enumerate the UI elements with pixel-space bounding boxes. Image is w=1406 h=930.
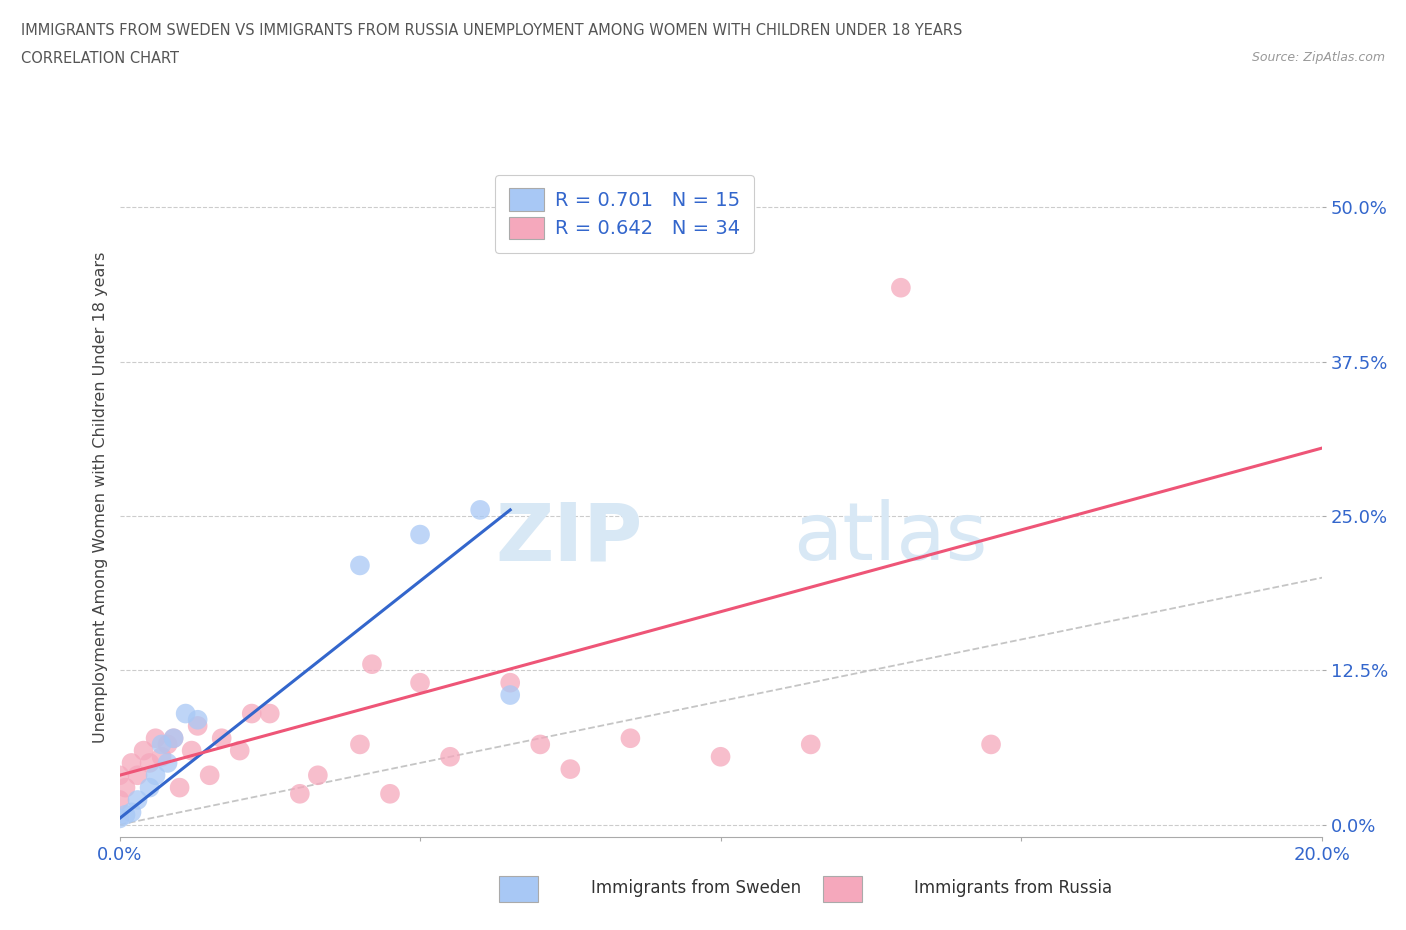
Point bbox=[132, 743, 155, 758]
Point bbox=[145, 731, 167, 746]
Point bbox=[439, 750, 461, 764]
Point bbox=[121, 755, 143, 770]
Point bbox=[560, 762, 582, 777]
Point bbox=[187, 712, 209, 727]
Point bbox=[150, 737, 173, 751]
Point bbox=[409, 675, 432, 690]
Text: atlas: atlas bbox=[793, 499, 987, 578]
Point bbox=[259, 706, 281, 721]
Point bbox=[980, 737, 1002, 751]
Text: CORRELATION CHART: CORRELATION CHART bbox=[21, 51, 179, 66]
Point bbox=[499, 687, 522, 702]
Point bbox=[409, 527, 432, 542]
Point bbox=[127, 792, 149, 807]
Point bbox=[138, 755, 160, 770]
Y-axis label: Unemployment Among Women with Children Under 18 years: Unemployment Among Women with Children U… bbox=[93, 252, 108, 743]
Text: Immigrants from Sweden: Immigrants from Sweden bbox=[591, 879, 800, 897]
Point bbox=[800, 737, 823, 751]
Point bbox=[349, 737, 371, 751]
Point bbox=[114, 780, 136, 795]
Point bbox=[180, 743, 202, 758]
Point bbox=[349, 558, 371, 573]
Legend: R = 0.701   N = 15, R = 0.642   N = 34: R = 0.701 N = 15, R = 0.642 N = 34 bbox=[495, 175, 754, 253]
Point bbox=[108, 792, 131, 807]
Point bbox=[138, 780, 160, 795]
Point bbox=[145, 768, 167, 783]
Point bbox=[361, 657, 384, 671]
Point bbox=[468, 502, 492, 517]
Point bbox=[127, 768, 149, 783]
Point bbox=[288, 787, 311, 802]
Point bbox=[529, 737, 551, 751]
Point bbox=[187, 719, 209, 734]
Point bbox=[240, 706, 263, 721]
Text: Immigrants from Russia: Immigrants from Russia bbox=[914, 879, 1112, 897]
Point bbox=[156, 737, 179, 751]
Point bbox=[174, 706, 197, 721]
Point bbox=[198, 768, 221, 783]
Point bbox=[499, 675, 522, 690]
Point bbox=[114, 807, 136, 822]
Point bbox=[169, 780, 191, 795]
Text: IMMIGRANTS FROM SWEDEN VS IMMIGRANTS FROM RUSSIA UNEMPLOYMENT AMONG WOMEN WITH C: IMMIGRANTS FROM SWEDEN VS IMMIGRANTS FRO… bbox=[21, 23, 963, 38]
Point bbox=[121, 804, 143, 819]
Point bbox=[228, 743, 252, 758]
Point bbox=[150, 750, 173, 764]
Point bbox=[709, 750, 731, 764]
Point bbox=[108, 811, 131, 826]
Point bbox=[890, 280, 912, 295]
Point bbox=[162, 731, 184, 746]
Point bbox=[307, 768, 329, 783]
Text: ZIP: ZIP bbox=[495, 499, 643, 578]
Point bbox=[378, 787, 401, 802]
Text: Source: ZipAtlas.com: Source: ZipAtlas.com bbox=[1251, 51, 1385, 64]
Point bbox=[211, 731, 233, 746]
Point bbox=[162, 731, 184, 746]
Point bbox=[108, 768, 131, 783]
Point bbox=[156, 755, 179, 770]
Point bbox=[619, 731, 641, 746]
